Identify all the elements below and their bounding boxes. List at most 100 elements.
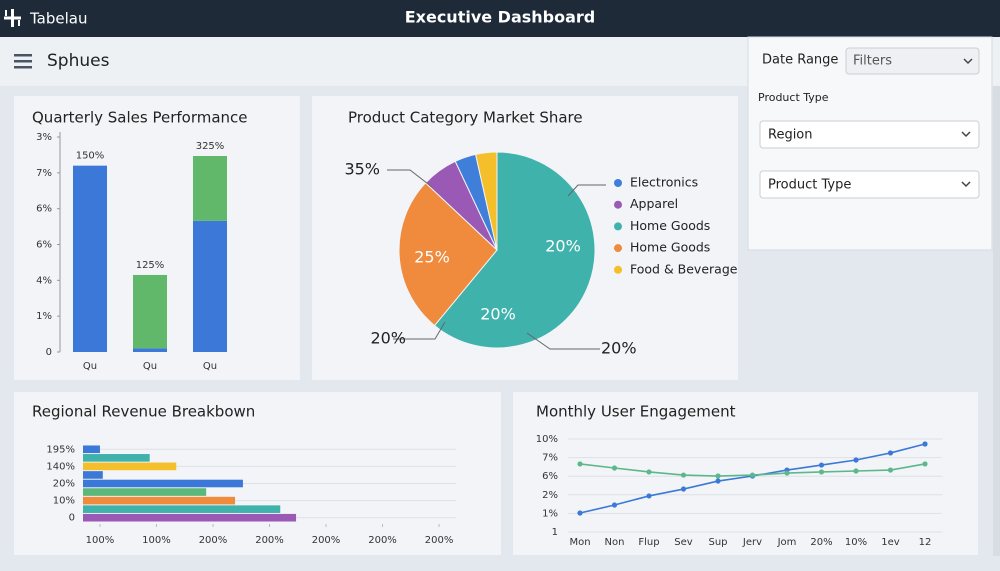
legend-swatch bbox=[614, 179, 622, 187]
point bbox=[577, 510, 583, 516]
y-tick-label: 20% bbox=[53, 479, 75, 490]
x-tick-label: 1ev bbox=[881, 537, 900, 548]
pie-slice bbox=[398, 182, 498, 327]
y-tick-label: 195% bbox=[46, 444, 75, 455]
bar-annotation: 125% bbox=[136, 260, 165, 271]
x-tick-label: 12 bbox=[919, 537, 932, 548]
y-tick-label: 1% bbox=[36, 311, 52, 322]
scrollbar[interactable] bbox=[993, 86, 1000, 556]
point bbox=[680, 486, 687, 492]
slice-annotation: 20% bbox=[370, 329, 406, 348]
x-tick-label: Jerv bbox=[742, 537, 762, 548]
x-tick-label: Jom bbox=[777, 537, 797, 548]
bar bbox=[83, 505, 281, 513]
y-tick-label: 6% bbox=[36, 204, 52, 215]
point bbox=[887, 467, 894, 473]
chart-title: Monthly User Engagement bbox=[536, 403, 736, 421]
dashboard-title: Executive Dashboard bbox=[405, 8, 596, 27]
bar-segment bbox=[193, 220, 227, 352]
menu-icon[interactable] bbox=[14, 54, 32, 69]
slice-annotation: 25% bbox=[414, 248, 450, 267]
x-tick-label: 200% bbox=[425, 535, 454, 546]
point bbox=[611, 502, 618, 508]
bar bbox=[83, 496, 236, 505]
y-tick-label: 0 bbox=[69, 513, 75, 524]
legend-label: Home Goods bbox=[630, 240, 710, 255]
x-tick-label: 200% bbox=[199, 535, 228, 546]
y-tick-label: 1 bbox=[552, 527, 558, 538]
pie-slice bbox=[433, 151, 596, 349]
slice-annotation: 20% bbox=[601, 339, 637, 358]
x-tick-label: 100% bbox=[86, 535, 115, 546]
top-bar bbox=[0, 0, 1000, 37]
bar-segment bbox=[133, 348, 167, 352]
page-name: Sphues bbox=[47, 51, 110, 71]
select[interactable] bbox=[759, 120, 980, 149]
legend-swatch bbox=[614, 265, 622, 274]
x-tick-label: 100% bbox=[142, 535, 171, 546]
y-tick-label: 7% bbox=[542, 453, 558, 464]
legend-label: Home Goods bbox=[630, 218, 710, 233]
point bbox=[887, 450, 894, 456]
slice-annotation: 20% bbox=[480, 305, 516, 324]
filter-label: Date Range bbox=[762, 53, 838, 68]
y-tick-label: 7% bbox=[36, 168, 52, 179]
point bbox=[646, 469, 652, 475]
bar bbox=[83, 454, 150, 462]
x-tick-label: Mon bbox=[569, 537, 590, 548]
point bbox=[922, 441, 928, 447]
bar bbox=[83, 462, 177, 471]
bar-annotation: 325% bbox=[196, 141, 225, 152]
y-tick-label: 6% bbox=[36, 240, 52, 251]
point bbox=[749, 472, 756, 478]
select[interactable] bbox=[845, 47, 980, 75]
legend-label: Electronics bbox=[630, 175, 698, 190]
point bbox=[611, 465, 618, 471]
x-tick-label: 200% bbox=[368, 535, 397, 546]
point bbox=[715, 473, 721, 479]
legend-swatch bbox=[614, 244, 622, 253]
point bbox=[922, 461, 928, 467]
select-text: Filters bbox=[853, 54, 892, 69]
y-tick-label: 4% bbox=[36, 275, 52, 286]
bar bbox=[83, 479, 243, 488]
bar bbox=[83, 513, 297, 522]
point bbox=[646, 493, 652, 499]
point bbox=[577, 461, 583, 467]
point bbox=[853, 457, 859, 463]
panel bbox=[513, 392, 978, 555]
y-tick-label: 3% bbox=[36, 132, 52, 143]
bar-annotation: 150% bbox=[76, 151, 105, 162]
logo-icon bbox=[4, 9, 21, 27]
leader-line bbox=[526, 332, 600, 350]
legend-swatch bbox=[614, 200, 622, 209]
x-tick-label: 200% bbox=[312, 535, 341, 546]
point bbox=[818, 469, 825, 475]
x-tick-label: 20% bbox=[810, 537, 832, 548]
point bbox=[853, 468, 859, 474]
bar-segment bbox=[193, 155, 227, 221]
select[interactable] bbox=[759, 170, 980, 199]
chart-title: Quarterly Sales Performance bbox=[32, 109, 248, 127]
x-tick-label: Non bbox=[605, 537, 625, 548]
bar bbox=[83, 471, 103, 479]
y-tick-label: 0 bbox=[46, 347, 52, 358]
x-tick-label: Qu bbox=[83, 361, 97, 372]
x-tick-label: Sup bbox=[708, 537, 727, 548]
logo-text[interactable]: Tabelau bbox=[29, 10, 88, 28]
filter-label: Product Type bbox=[758, 91, 829, 104]
legend-swatch bbox=[614, 222, 622, 231]
legend-label: Apparel bbox=[630, 196, 678, 211]
select-text: Region bbox=[768, 128, 813, 143]
y-tick-label: 140% bbox=[46, 461, 75, 472]
x-tick-label: 10% bbox=[845, 537, 867, 548]
y-tick-label: 1% bbox=[542, 508, 558, 519]
y-tick-label: 6% bbox=[542, 471, 558, 482]
pie-slice bbox=[475, 151, 498, 251]
bar bbox=[83, 488, 207, 496]
point bbox=[680, 472, 687, 478]
leader-line bbox=[393, 321, 446, 340]
chevron bbox=[961, 181, 971, 188]
y-tick-label: 10% bbox=[53, 496, 75, 507]
